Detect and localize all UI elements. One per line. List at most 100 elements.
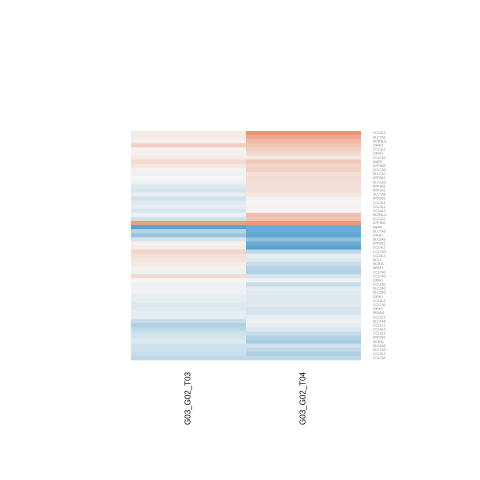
heatmap-cell: [246, 229, 361, 234]
heatmap-cell: [131, 274, 246, 279]
row-label: NCR3L: [373, 262, 384, 266]
heatmap-cell: [246, 200, 361, 205]
row-label: CCL7A3: [373, 250, 386, 254]
row-label: CCL3L1: [373, 148, 386, 152]
heatmap-cell: [246, 282, 361, 287]
row-label: NCR3L: [373, 340, 384, 344]
heatmap-cell: [131, 319, 246, 324]
heatmap-cell: [246, 159, 361, 165]
heatmap-cell: [131, 171, 246, 177]
heatmap-cell: [246, 343, 361, 349]
row-label: CIRH1: [373, 307, 383, 311]
heatmap-cell: [246, 323, 361, 328]
heatmap-cell: [246, 216, 361, 222]
row-label: CCL3L1: [373, 254, 386, 258]
heatmap-cell: [246, 180, 361, 185]
row-label: CCL3L3: [373, 131, 386, 135]
heatmap-cell: [131, 196, 246, 201]
heatmap-cell: [131, 343, 246, 349]
heatmap-cell: [131, 347, 246, 353]
heatmap-cell: [246, 302, 361, 308]
row-label: SLC7A6: [373, 229, 386, 233]
heatmap-cell: [131, 237, 246, 242]
row-label: ATP1A1: [373, 188, 385, 192]
heatmap-cell: [131, 331, 246, 336]
heatmap-cell: [131, 286, 246, 291]
row-label: CCL7A1: [373, 156, 386, 160]
heatmap-cell: [246, 245, 361, 250]
row-label: ATP1B1: [373, 176, 385, 180]
heatmap-cell: [131, 306, 246, 312]
heatmap-cell: [131, 167, 246, 173]
heatmap-cell: [246, 315, 361, 320]
row-label: ATP1B1: [373, 336, 385, 340]
row-label: SLC1A3: [373, 180, 386, 184]
row-label: CCL7A1: [373, 303, 386, 307]
heatmap-cell: [246, 143, 361, 148]
heatmap-cell: [246, 237, 361, 242]
heatmap-cell: [246, 167, 361, 173]
heatmap-cell: [246, 192, 361, 197]
heatmap-cell: [131, 180, 246, 185]
heatmap-cell: [131, 147, 246, 152]
heatmap-cell: [131, 315, 246, 320]
heatmap-cell: [246, 171, 361, 177]
row-label: CIRH1: [373, 295, 383, 299]
row-label: CCL4L2: [373, 209, 386, 213]
heatmap-cell: [131, 257, 246, 263]
row-label: SLC7A7: [373, 172, 386, 176]
row-label: PRUN1: [373, 311, 385, 315]
heatmap-cell: [246, 155, 361, 160]
heatmap-cell: [131, 335, 246, 340]
heatmap-cell: [246, 139, 361, 144]
row-label: CIRH1: [373, 152, 383, 156]
heatmap-cell: [246, 233, 361, 238]
heatmap-cell: [131, 298, 246, 304]
row-label: ATP1B1: [373, 184, 385, 188]
heatmap-cell: [131, 184, 246, 189]
heatmap-cell: [131, 323, 246, 328]
row-label: CIRH1: [373, 144, 383, 148]
heatmap-cell: [131, 253, 246, 259]
row-label: MAFF: [373, 225, 382, 229]
heatmap-cell: [246, 339, 361, 344]
heatmap-cell: [246, 294, 361, 299]
heatmap-cell: [131, 229, 246, 234]
heatmap-cell: [131, 294, 246, 299]
heatmap-cell: [246, 319, 361, 324]
heatmap-cell: [131, 188, 246, 193]
heatmap-cell: [131, 355, 246, 361]
heatmap-cell: [131, 151, 246, 156]
row-label: CCL7A1: [373, 270, 386, 274]
heatmap-cell: [131, 245, 246, 250]
row-label: SLC7A6: [373, 319, 386, 323]
column-label: G03_G02_T03: [184, 371, 193, 424]
heatmap-cell: [246, 347, 361, 353]
heatmap-cell: [131, 192, 246, 197]
heatmap-cell: [131, 212, 246, 218]
row-label: CCL1L1: [373, 323, 386, 327]
heatmap-cell: [246, 286, 361, 291]
row-label: CIRH1: [373, 233, 383, 237]
heatmap-cell: [246, 196, 361, 201]
row-label: CCL3L2: [373, 315, 386, 319]
row-label: ATP1B2: [373, 221, 385, 225]
row-label: SLC2A2: [373, 287, 386, 291]
row-label: SLC7A1: [373, 135, 386, 139]
heatmap-cell: [246, 270, 361, 275]
heatmap-cell: [246, 351, 361, 357]
heatmap-cell: [131, 290, 246, 295]
row-label: CCL3L2: [373, 352, 386, 356]
heatmap-cell: [246, 225, 361, 230]
heatmap-cell: [246, 335, 361, 340]
row-label: CCL3L3: [373, 332, 386, 336]
heatmap-cell: [246, 261, 361, 267]
heatmap-cell: [246, 184, 361, 189]
row-label: CCL3A1: [373, 283, 386, 287]
row-label: NCR3LG: [373, 139, 387, 143]
heatmap-cell: [246, 220, 361, 226]
heatmap-cell: [131, 143, 246, 148]
heatmap-cell: [246, 274, 361, 279]
heatmap-cell: [246, 151, 361, 156]
heatmap-cell: [131, 302, 246, 308]
